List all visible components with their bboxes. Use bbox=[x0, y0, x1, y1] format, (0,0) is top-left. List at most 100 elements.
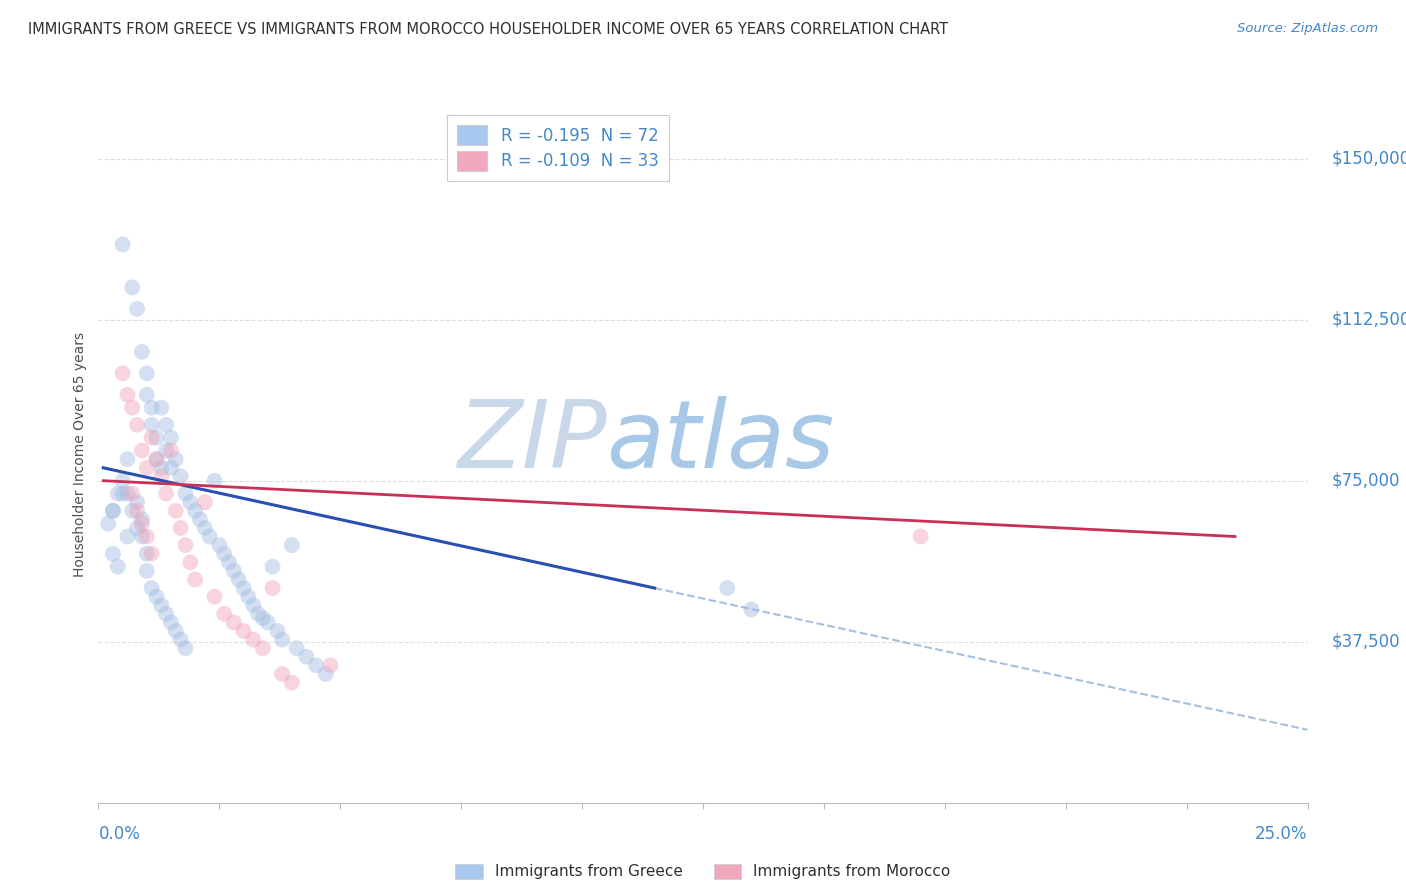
Point bbox=[208, 538, 231, 552]
Point bbox=[107, 486, 129, 500]
Point bbox=[107, 559, 129, 574]
Point bbox=[155, 486, 177, 500]
Point bbox=[169, 469, 191, 483]
Point bbox=[135, 388, 157, 402]
Point bbox=[174, 538, 197, 552]
Point bbox=[204, 590, 226, 604]
Point bbox=[135, 564, 157, 578]
Point bbox=[212, 547, 235, 561]
Point bbox=[256, 615, 278, 630]
Point bbox=[145, 452, 167, 467]
Point bbox=[165, 452, 187, 467]
Point bbox=[242, 632, 264, 647]
Point bbox=[218, 555, 240, 569]
Point bbox=[169, 521, 191, 535]
Point bbox=[141, 547, 163, 561]
Point bbox=[262, 581, 284, 595]
Point bbox=[281, 538, 304, 552]
Point bbox=[121, 504, 143, 518]
Point bbox=[242, 599, 264, 613]
Point bbox=[117, 529, 139, 543]
Point bbox=[150, 401, 173, 415]
Point bbox=[262, 559, 284, 574]
Point bbox=[101, 504, 124, 518]
Point bbox=[155, 417, 177, 432]
Point bbox=[111, 237, 134, 252]
Point bbox=[232, 624, 254, 638]
Point bbox=[131, 529, 153, 543]
Point bbox=[150, 599, 173, 613]
Text: 0.0%: 0.0% bbox=[98, 825, 141, 843]
Point bbox=[117, 452, 139, 467]
Point bbox=[145, 590, 167, 604]
Point bbox=[160, 615, 183, 630]
Point bbox=[135, 529, 157, 543]
Point bbox=[910, 529, 932, 543]
Point bbox=[111, 486, 134, 500]
Text: Source: ZipAtlas.com: Source: ZipAtlas.com bbox=[1237, 22, 1378, 36]
Point bbox=[169, 632, 191, 647]
Point bbox=[204, 474, 226, 488]
Point bbox=[271, 632, 294, 647]
Point bbox=[281, 675, 304, 690]
Point bbox=[127, 495, 149, 509]
Text: $75,000: $75,000 bbox=[1331, 472, 1400, 490]
Point bbox=[141, 401, 163, 415]
Point bbox=[266, 624, 288, 638]
Point bbox=[160, 443, 183, 458]
Point bbox=[179, 555, 201, 569]
Point bbox=[184, 573, 207, 587]
Point bbox=[135, 547, 157, 561]
Text: IMMIGRANTS FROM GREECE VS IMMIGRANTS FROM MOROCCO HOUSEHOLDER INCOME OVER 65 YEA: IMMIGRANTS FROM GREECE VS IMMIGRANTS FRO… bbox=[28, 22, 948, 37]
Point bbox=[232, 581, 254, 595]
Point bbox=[160, 460, 183, 475]
Point bbox=[141, 431, 163, 445]
Point bbox=[174, 641, 197, 656]
Point bbox=[165, 624, 187, 638]
Point bbox=[222, 615, 245, 630]
Point bbox=[127, 301, 149, 316]
Point bbox=[127, 504, 149, 518]
Point bbox=[141, 581, 163, 595]
Y-axis label: Householder Income Over 65 years: Householder Income Over 65 years bbox=[73, 333, 87, 577]
Point bbox=[121, 486, 143, 500]
Point bbox=[271, 667, 294, 681]
Point bbox=[135, 367, 157, 381]
Point bbox=[117, 486, 139, 500]
Point bbox=[252, 611, 274, 625]
Point bbox=[295, 649, 318, 664]
Legend: Immigrants from Greece, Immigrants from Morocco: Immigrants from Greece, Immigrants from … bbox=[450, 857, 956, 886]
Point bbox=[252, 641, 274, 656]
Point bbox=[145, 452, 167, 467]
Point bbox=[194, 521, 217, 535]
Point bbox=[228, 573, 250, 587]
Text: atlas: atlas bbox=[606, 395, 835, 486]
Point bbox=[111, 474, 134, 488]
Text: ZIP: ZIP bbox=[457, 395, 606, 486]
Point bbox=[319, 658, 342, 673]
Point bbox=[740, 602, 762, 616]
Point bbox=[174, 486, 197, 500]
Text: $112,500: $112,500 bbox=[1331, 310, 1406, 328]
Point bbox=[131, 344, 153, 359]
Point bbox=[117, 388, 139, 402]
Point bbox=[238, 590, 260, 604]
Point bbox=[155, 443, 177, 458]
Point bbox=[716, 581, 738, 595]
Point bbox=[155, 607, 177, 621]
Point bbox=[127, 521, 149, 535]
Text: $37,500: $37,500 bbox=[1331, 632, 1400, 651]
Point bbox=[145, 431, 167, 445]
Point bbox=[121, 401, 143, 415]
Point bbox=[150, 469, 173, 483]
Text: $150,000: $150,000 bbox=[1331, 150, 1406, 168]
Point bbox=[184, 504, 207, 518]
Point bbox=[131, 516, 153, 531]
Text: 25.0%: 25.0% bbox=[1256, 825, 1308, 843]
Point bbox=[101, 504, 124, 518]
Point bbox=[212, 607, 235, 621]
Point bbox=[222, 564, 245, 578]
Point bbox=[194, 495, 217, 509]
Point bbox=[198, 529, 221, 543]
Point bbox=[127, 417, 149, 432]
